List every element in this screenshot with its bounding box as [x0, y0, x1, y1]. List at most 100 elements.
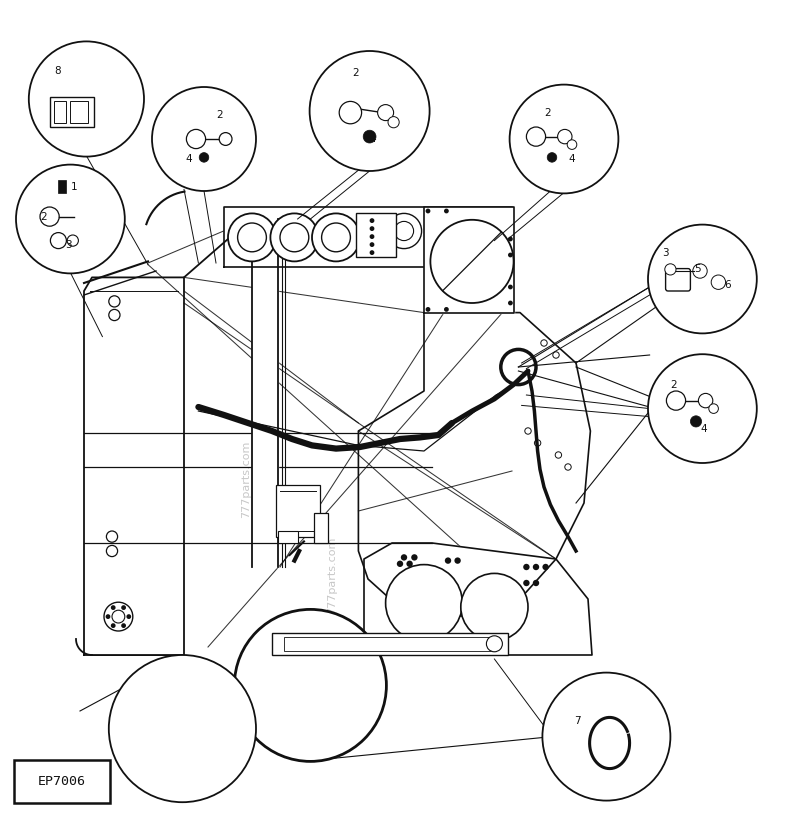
- Circle shape: [542, 564, 549, 570]
- Circle shape: [547, 153, 557, 162]
- Circle shape: [67, 235, 78, 247]
- Circle shape: [388, 116, 399, 128]
- Circle shape: [29, 42, 144, 157]
- Circle shape: [122, 623, 126, 628]
- Circle shape: [693, 264, 707, 278]
- Circle shape: [461, 574, 528, 641]
- Bar: [70, 100, 88, 123]
- Circle shape: [110, 605, 115, 610]
- Bar: [50, 96, 94, 127]
- Circle shape: [152, 87, 256, 191]
- Circle shape: [426, 208, 430, 213]
- Circle shape: [363, 130, 376, 143]
- Polygon shape: [252, 219, 278, 567]
- Circle shape: [510, 85, 618, 193]
- Circle shape: [648, 225, 757, 334]
- Circle shape: [567, 139, 577, 149]
- Circle shape: [444, 208, 449, 213]
- Circle shape: [339, 101, 362, 124]
- Circle shape: [280, 223, 309, 251]
- Circle shape: [523, 564, 530, 570]
- Circle shape: [558, 129, 572, 144]
- Circle shape: [122, 605, 126, 610]
- Polygon shape: [424, 207, 514, 313]
- Circle shape: [370, 250, 374, 255]
- Circle shape: [322, 223, 350, 251]
- Text: EP7006: EP7006: [38, 775, 86, 788]
- Text: 1: 1: [70, 182, 77, 192]
- Circle shape: [533, 580, 539, 586]
- Circle shape: [698, 393, 713, 408]
- Circle shape: [50, 232, 66, 249]
- Text: 5: 5: [694, 265, 701, 275]
- Circle shape: [378, 105, 394, 120]
- Circle shape: [486, 636, 502, 652]
- Circle shape: [370, 218, 374, 223]
- Circle shape: [238, 223, 266, 251]
- Polygon shape: [364, 543, 592, 655]
- Text: 4: 4: [370, 134, 376, 144]
- Circle shape: [234, 609, 386, 761]
- Circle shape: [508, 285, 513, 290]
- Text: 4: 4: [700, 424, 706, 434]
- Circle shape: [40, 207, 59, 227]
- Circle shape: [444, 307, 449, 312]
- Bar: [278, 531, 298, 543]
- Text: 777parts.com: 777parts.com: [327, 536, 337, 613]
- Circle shape: [109, 655, 256, 803]
- Circle shape: [397, 560, 403, 567]
- Circle shape: [370, 242, 374, 247]
- Circle shape: [526, 127, 546, 146]
- Text: 2: 2: [670, 379, 677, 389]
- Circle shape: [270, 213, 318, 261]
- Circle shape: [110, 623, 115, 628]
- Circle shape: [508, 237, 513, 242]
- Circle shape: [426, 307, 430, 312]
- Circle shape: [219, 133, 232, 145]
- Bar: [58, 180, 66, 193]
- Text: 4: 4: [568, 154, 574, 164]
- Circle shape: [312, 213, 360, 261]
- Circle shape: [709, 404, 718, 413]
- Circle shape: [533, 564, 539, 570]
- Circle shape: [445, 558, 451, 564]
- Circle shape: [542, 672, 670, 801]
- Circle shape: [186, 129, 206, 149]
- Text: 2: 2: [352, 67, 358, 77]
- FancyBboxPatch shape: [14, 759, 110, 803]
- Circle shape: [406, 560, 413, 567]
- Circle shape: [411, 554, 418, 560]
- Bar: [272, 632, 508, 655]
- Text: 3: 3: [66, 241, 72, 251]
- Text: 2: 2: [544, 108, 550, 118]
- Circle shape: [370, 234, 374, 239]
- Polygon shape: [224, 207, 512, 267]
- Circle shape: [523, 580, 530, 586]
- Polygon shape: [84, 277, 184, 655]
- Circle shape: [666, 391, 686, 410]
- Bar: [284, 637, 496, 651]
- Circle shape: [370, 227, 374, 231]
- Circle shape: [690, 416, 702, 427]
- Circle shape: [126, 614, 131, 619]
- Text: 4: 4: [186, 154, 192, 164]
- Circle shape: [508, 252, 513, 257]
- Circle shape: [508, 300, 513, 305]
- Bar: [54, 100, 66, 123]
- Circle shape: [310, 51, 430, 171]
- Text: 6: 6: [724, 281, 730, 290]
- Circle shape: [648, 354, 757, 463]
- Circle shape: [16, 164, 125, 273]
- Circle shape: [199, 153, 209, 162]
- Circle shape: [228, 213, 276, 261]
- Circle shape: [386, 213, 422, 249]
- Circle shape: [665, 264, 676, 275]
- Text: 7: 7: [574, 715, 581, 725]
- Circle shape: [394, 222, 414, 241]
- Circle shape: [454, 558, 461, 564]
- Bar: [314, 513, 328, 543]
- Polygon shape: [84, 467, 184, 655]
- Bar: [356, 212, 396, 256]
- Text: 2: 2: [216, 110, 222, 120]
- Text: 2: 2: [40, 212, 46, 222]
